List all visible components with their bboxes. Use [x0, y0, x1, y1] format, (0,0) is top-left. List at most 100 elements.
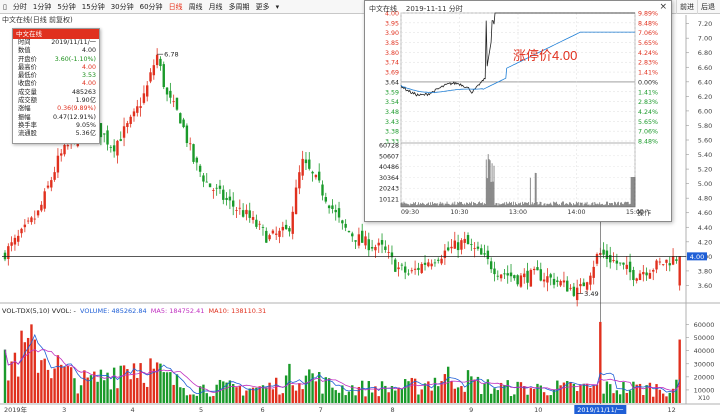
candle-body	[232, 200, 235, 207]
period-button-5min[interactable]: 5分钟	[57, 2, 76, 11]
intraday-popup[interactable]: 4.00 9.89% 3.95 8.48% 3.90 7.06% 3.85 5.65% 3.80…	[364, 0, 672, 222]
volume-bar	[413, 378, 417, 403]
intraday-pct-label: 7.06%	[638, 129, 658, 136]
intraday-price-label: 3.74	[385, 60, 399, 67]
intraday-price-line	[400, 12, 635, 97]
period-button-monthly[interactable]: 月线	[208, 2, 223, 11]
back-button[interactable]: 后退	[697, 0, 718, 14]
volume-bar	[63, 366, 66, 403]
volume-bar	[79, 385, 83, 403]
period-button-daily[interactable]: 日线	[168, 2, 183, 11]
candle-body	[56, 155, 60, 173]
period-button-weekly[interactable]: 周线	[188, 2, 203, 11]
candle-body	[13, 237, 17, 245]
volume-value: VOLUME: 485262.84	[80, 307, 147, 315]
candle-body	[483, 253, 486, 255]
price-axis-label: 5.00	[698, 180, 712, 188]
price-axis-label: 6.00	[698, 107, 712, 115]
candle-body	[321, 184, 324, 196]
period-button-intraday[interactable]: 分时	[12, 2, 27, 11]
candle-body	[473, 248, 476, 250]
candle-body	[298, 172, 301, 189]
period-button-60min[interactable]: 60分钟	[139, 2, 163, 11]
volume-unit-label: X10	[698, 395, 710, 402]
volume-bar	[132, 363, 136, 403]
candle-body	[351, 233, 354, 237]
volume-bar	[513, 394, 516, 403]
candle-body	[658, 261, 662, 263]
volume-bar	[360, 380, 364, 403]
price-axis-label: 6.40	[698, 78, 712, 86]
volume-bar	[334, 390, 337, 403]
volume-bar	[423, 383, 427, 403]
candle-body	[542, 279, 546, 282]
candle-body	[618, 262, 622, 264]
chart-icon[interactable]: ▯	[3, 2, 7, 11]
period-button-more[interactable]: 更多	[255, 2, 270, 11]
volume-bar	[284, 375, 288, 403]
volume-bar	[665, 396, 668, 403]
candle-body	[235, 210, 238, 211]
period-button-1min[interactable]: 1分钟	[32, 2, 52, 11]
candle-body	[26, 220, 30, 222]
intraday-pct-label: 2.83%	[638, 60, 658, 67]
price-axis-label: 5.60	[698, 137, 712, 145]
volume-bar	[675, 379, 678, 403]
candle-body	[17, 235, 20, 242]
candle-body	[532, 268, 536, 271]
info-row: 流通股 5.36亿	[13, 130, 99, 138]
close-icon[interactable]: ×	[659, 2, 667, 12]
volume-bar	[215, 384, 218, 403]
volume-bar	[232, 384, 235, 403]
operation-button[interactable]: 操作	[637, 209, 651, 217]
intraday-price-label: 3.80	[385, 50, 399, 57]
volume-bar	[589, 387, 592, 403]
candle-body	[539, 269, 542, 281]
intraday-vol-label: 50607	[379, 153, 399, 160]
intraday-pct-label: 9.89%	[638, 11, 658, 18]
dropdown-icon[interactable]: ▾	[275, 2, 280, 11]
candle-body	[446, 247, 450, 251]
candle-body	[275, 233, 278, 235]
volume-indicator-name[interactable]: VOL-TDX(5,10) VVOL: -	[2, 307, 76, 315]
volume-bar	[235, 387, 238, 403]
candle-body	[678, 256, 681, 286]
intraday-chart[interactable]: 4.00 9.89% 3.95 8.48% 3.90 7.06% 3.85 5.65% 3.80…	[365, 1, 673, 223]
volume-bar	[251, 387, 255, 403]
candle-body	[430, 263, 433, 267]
info-value: 3.53	[81, 72, 96, 80]
candle-body	[360, 230, 364, 243]
candle-body	[215, 187, 218, 189]
volume-axis-label: 30000	[694, 360, 715, 368]
intraday-price-label: 3.85	[385, 40, 399, 47]
volume-bar	[635, 384, 638, 403]
period-button-multi[interactable]: 多周期	[228, 2, 250, 11]
price-axis-label: 3.80	[698, 267, 712, 275]
volume-bar	[542, 392, 546, 403]
period-button-15min[interactable]: 15分钟	[81, 2, 105, 11]
volume-bar	[473, 379, 476, 403]
candle-body	[420, 263, 423, 273]
info-panel-header[interactable]: 中文在线	[13, 29, 99, 39]
forward-button[interactable]: 前进	[676, 0, 697, 14]
intraday-price-label: 3.59	[385, 89, 399, 96]
price-axis-label: 6.60	[698, 64, 712, 72]
volume-bar	[317, 372, 321, 403]
candle-body	[265, 230, 268, 243]
volume-bar	[149, 358, 152, 403]
candle-body	[129, 116, 132, 124]
volume-bar	[519, 382, 523, 403]
candle-body	[480, 248, 483, 255]
info-label: 数值	[18, 47, 31, 55]
volume-bar	[26, 337, 30, 403]
volume-bar	[390, 386, 394, 403]
volume-bar	[526, 394, 529, 403]
period-button-30min[interactable]: 30分钟	[110, 2, 134, 11]
candle-body	[615, 260, 619, 264]
intraday-vol-label: 40486	[379, 164, 399, 171]
info-value: 0.36(9.89%)	[57, 105, 96, 113]
info-label: 最低价	[18, 72, 37, 80]
candle-body	[652, 269, 655, 272]
volume-bar	[661, 393, 665, 403]
